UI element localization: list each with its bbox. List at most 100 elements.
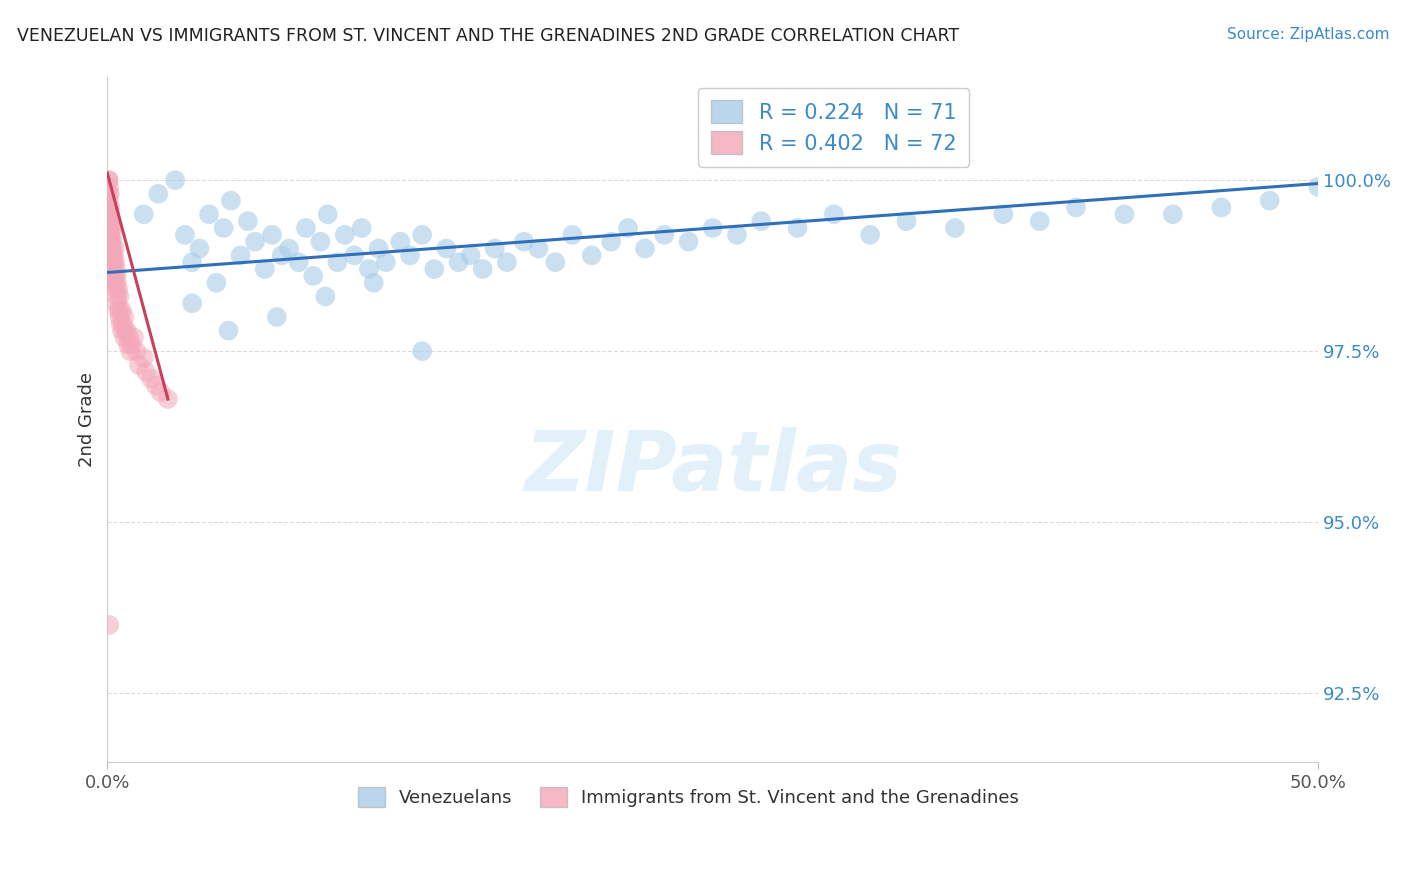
- Point: [107, 283, 129, 297]
- Point: [350, 221, 373, 235]
- Point: [101, 268, 124, 283]
- Point: [786, 221, 808, 235]
- Point: [399, 248, 422, 262]
- Point: [581, 248, 603, 262]
- Point: [243, 235, 266, 249]
- Point: [97, 194, 120, 208]
- Point: [115, 324, 138, 338]
- Point: [1308, 180, 1330, 194]
- Point: [1064, 201, 1087, 215]
- Point: [357, 262, 380, 277]
- Point: [108, 303, 131, 318]
- Text: ZIPatlas: ZIPatlas: [524, 427, 901, 508]
- Point: [749, 214, 772, 228]
- Point: [1114, 207, 1136, 221]
- Point: [101, 235, 124, 249]
- Point: [104, 255, 127, 269]
- Point: [112, 330, 135, 344]
- Point: [423, 262, 446, 277]
- Point: [496, 255, 519, 269]
- Point: [112, 317, 135, 331]
- Point: [120, 344, 142, 359]
- Point: [181, 255, 204, 269]
- Point: [103, 248, 125, 262]
- Point: [1211, 201, 1233, 215]
- Point: [98, 186, 121, 201]
- Point: [212, 221, 235, 235]
- Point: [823, 207, 845, 221]
- Point: [447, 255, 470, 269]
- Point: [139, 371, 162, 385]
- Point: [100, 248, 122, 262]
- Point: [104, 262, 127, 277]
- Point: [98, 214, 121, 228]
- Point: [101, 248, 124, 262]
- Point: [544, 255, 567, 269]
- Point: [98, 221, 121, 235]
- Point: [98, 227, 121, 242]
- Point: [122, 330, 145, 344]
- Point: [105, 268, 128, 283]
- Point: [145, 378, 167, 392]
- Point: [149, 385, 172, 400]
- Point: [132, 207, 155, 221]
- Point: [97, 186, 120, 201]
- Point: [118, 330, 141, 344]
- Point: [287, 255, 309, 269]
- Point: [98, 207, 121, 221]
- Point: [367, 242, 389, 256]
- Point: [652, 227, 675, 242]
- Point: [205, 276, 228, 290]
- Point: [513, 235, 536, 249]
- Y-axis label: 2nd Grade: 2nd Grade: [79, 372, 96, 467]
- Point: [314, 289, 336, 303]
- Point: [98, 235, 121, 249]
- Point: [1161, 207, 1184, 221]
- Point: [993, 207, 1015, 221]
- Point: [104, 242, 127, 256]
- Point: [114, 324, 136, 338]
- Point: [98, 180, 121, 194]
- Point: [125, 344, 148, 359]
- Point: [97, 173, 120, 187]
- Point: [198, 207, 221, 221]
- Point: [270, 248, 292, 262]
- Point: [229, 248, 252, 262]
- Point: [236, 214, 259, 228]
- Point: [484, 242, 506, 256]
- Point: [117, 337, 139, 351]
- Point: [165, 173, 187, 187]
- Point: [326, 255, 349, 269]
- Text: Source: ZipAtlas.com: Source: ZipAtlas.com: [1226, 27, 1389, 42]
- Point: [121, 337, 143, 351]
- Point: [295, 221, 318, 235]
- Point: [97, 227, 120, 242]
- Point: [98, 221, 121, 235]
- Point: [98, 227, 121, 242]
- Text: VENEZUELAN VS IMMIGRANTS FROM ST. VINCENT AND THE GRENADINES 2ND GRADE CORRELATI: VENEZUELAN VS IMMIGRANTS FROM ST. VINCEN…: [17, 27, 959, 45]
- Point: [100, 214, 122, 228]
- Point: [333, 227, 356, 242]
- Point: [97, 207, 120, 221]
- Point: [217, 324, 239, 338]
- Point: [111, 303, 134, 318]
- Point: [103, 262, 125, 277]
- Point: [156, 392, 179, 406]
- Point: [132, 351, 155, 365]
- Point: [98, 207, 121, 221]
- Point: [104, 268, 127, 283]
- Point: [302, 268, 325, 283]
- Point: [108, 289, 131, 303]
- Point: [411, 227, 433, 242]
- Point: [110, 317, 132, 331]
- Point: [634, 242, 657, 256]
- Point: [98, 207, 121, 221]
- Point: [1028, 214, 1050, 228]
- Point: [108, 310, 131, 324]
- Point: [702, 221, 724, 235]
- Point: [617, 221, 640, 235]
- Point: [389, 235, 412, 249]
- Point: [471, 262, 494, 277]
- Point: [107, 303, 129, 318]
- Point: [105, 276, 128, 290]
